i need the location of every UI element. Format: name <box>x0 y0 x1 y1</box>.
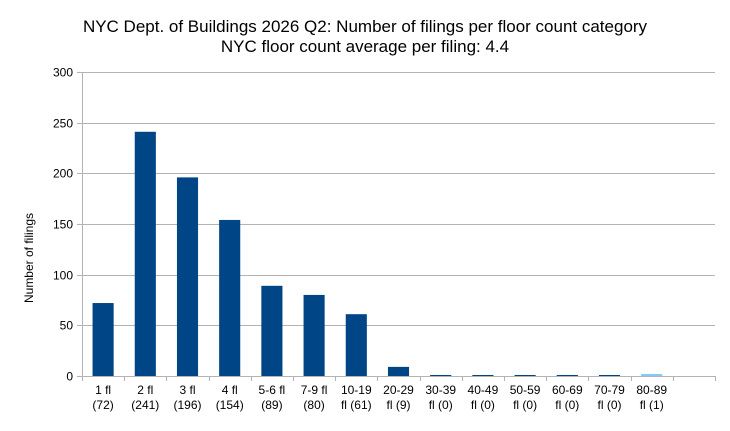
x-tick-label: (89) <box>261 398 282 412</box>
x-tick-label: 4 fl <box>222 383 238 397</box>
x-tick-label: fl (0) <box>555 398 579 412</box>
bar <box>598 374 621 376</box>
x-tick-label: 60-69 <box>552 383 583 397</box>
x-tick-label: 80-89 <box>636 383 667 397</box>
bar <box>303 294 325 376</box>
bar <box>387 366 410 376</box>
x-tick-label: fl (1) <box>640 398 664 412</box>
x-tick-label: 7-9 fl <box>301 383 328 397</box>
x-tick-label: fl (0) <box>429 398 453 412</box>
x-tick-label: (72) <box>92 398 113 412</box>
x-tick-label: (154) <box>216 398 244 412</box>
bar <box>514 374 536 376</box>
bar <box>261 285 283 376</box>
chart-title: NYC Dept. of Buildings 2026 Q2: Number o… <box>82 17 648 36</box>
x-tick-label: 10-19 <box>341 383 372 397</box>
y-tick-label: 250 <box>53 117 73 131</box>
y-tick-label: 150 <box>53 218 73 232</box>
bar <box>641 373 663 376</box>
bar <box>92 303 114 376</box>
bar <box>176 177 199 376</box>
bar <box>472 374 494 376</box>
y-tick-label: 100 <box>53 269 73 283</box>
x-tick-label: 20-29 <box>383 383 414 397</box>
bar <box>219 219 241 376</box>
x-tick-label: 30-39 <box>425 383 456 397</box>
x-tick-label: fl (0) <box>598 398 622 412</box>
y-tick-label: 300 <box>53 66 73 80</box>
bar <box>134 131 156 376</box>
y-tick-label: 50 <box>60 319 74 333</box>
x-tick-label: fl (61) <box>341 398 372 412</box>
x-tick-label: fl (0) <box>471 398 495 412</box>
x-tick-label: 3 fl <box>179 383 195 397</box>
x-tick-label: 70-79 <box>594 383 625 397</box>
x-tick-label: 2 fl <box>137 383 153 397</box>
x-tick-label: 1 fl <box>95 383 111 397</box>
x-tick-label: (196) <box>173 398 201 412</box>
x-tick-label: fl (9) <box>387 398 411 412</box>
y-tick-label: 200 <box>53 167 73 181</box>
y-tick-label: 0 <box>66 370 73 384</box>
bar <box>556 374 578 376</box>
x-tick-label: 50-59 <box>510 383 541 397</box>
x-tick-label: 5-6 fl <box>259 383 286 397</box>
chart-subtitle: NYC floor count average per filing: 4.4 <box>220 37 510 56</box>
x-tick-label: 40-49 <box>468 383 499 397</box>
x-tick-label: fl (0) <box>513 398 537 412</box>
x-tick-label: (241) <box>131 398 159 412</box>
bar <box>345 314 367 376</box>
x-tick-label: (80) <box>303 398 324 412</box>
bar <box>430 374 452 376</box>
